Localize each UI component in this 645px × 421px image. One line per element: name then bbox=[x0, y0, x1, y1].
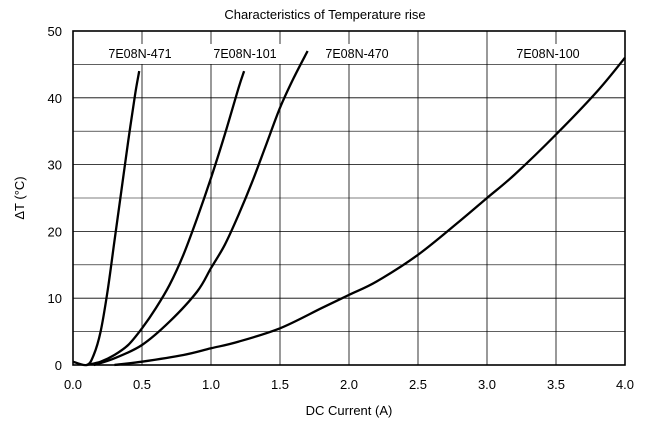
plot-frame bbox=[72, 30, 626, 366]
series-label-boxes: 7E08N-471 7E08N-101 7E08N-470 7E08N-100 bbox=[100, 44, 588, 64]
y-tick-label: 10 bbox=[48, 291, 62, 306]
x-tick-label: 3.0 bbox=[478, 377, 496, 392]
series-line bbox=[93, 50, 309, 367]
series-line bbox=[86, 70, 246, 367]
series-group bbox=[72, 50, 626, 367]
y-tick-label: 20 bbox=[48, 224, 62, 239]
series-label: 7E08N-100 bbox=[516, 47, 579, 61]
x-tick-label: 2.0 bbox=[340, 377, 358, 392]
series-label: 7E08N-471 bbox=[108, 47, 171, 61]
series-label-box bbox=[100, 44, 180, 64]
series-label: 7E08N-101 bbox=[213, 47, 276, 61]
series-label: 7E08N-470 bbox=[325, 47, 388, 61]
y-axis-label: ΔT (°C) bbox=[12, 176, 27, 219]
x-tick-label: 3.5 bbox=[547, 377, 565, 392]
y-tick-label: 50 bbox=[48, 24, 62, 39]
y-tick-label: 30 bbox=[48, 158, 62, 173]
x-tick-label: 0.0 bbox=[64, 377, 82, 392]
chart-title: Characteristics of Temperature rise bbox=[224, 7, 425, 22]
x-tick-label: 1.5 bbox=[271, 377, 289, 392]
y-tick-label: 40 bbox=[48, 91, 62, 106]
tick-labels: 0.0 0.5 1.0 1.5 2.0 2.5 3.0 3.5 4.0 0 10 20 30 40 50 bbox=[48, 24, 635, 392]
grid-lines bbox=[73, 31, 625, 365]
series-line bbox=[114, 56, 626, 367]
x-tick-label: 4.0 bbox=[616, 377, 634, 392]
series-label-box bbox=[317, 44, 397, 64]
series-label-box bbox=[508, 44, 588, 64]
series-line bbox=[72, 70, 141, 367]
series-label-box bbox=[205, 44, 285, 64]
y-tick-label: 0 bbox=[55, 358, 62, 373]
x-tick-label: 1.0 bbox=[202, 377, 220, 392]
x-axis-label: DC Current (A) bbox=[306, 403, 393, 418]
x-tick-label: 0.5 bbox=[133, 377, 151, 392]
x-tick-label: 2.5 bbox=[409, 377, 427, 392]
